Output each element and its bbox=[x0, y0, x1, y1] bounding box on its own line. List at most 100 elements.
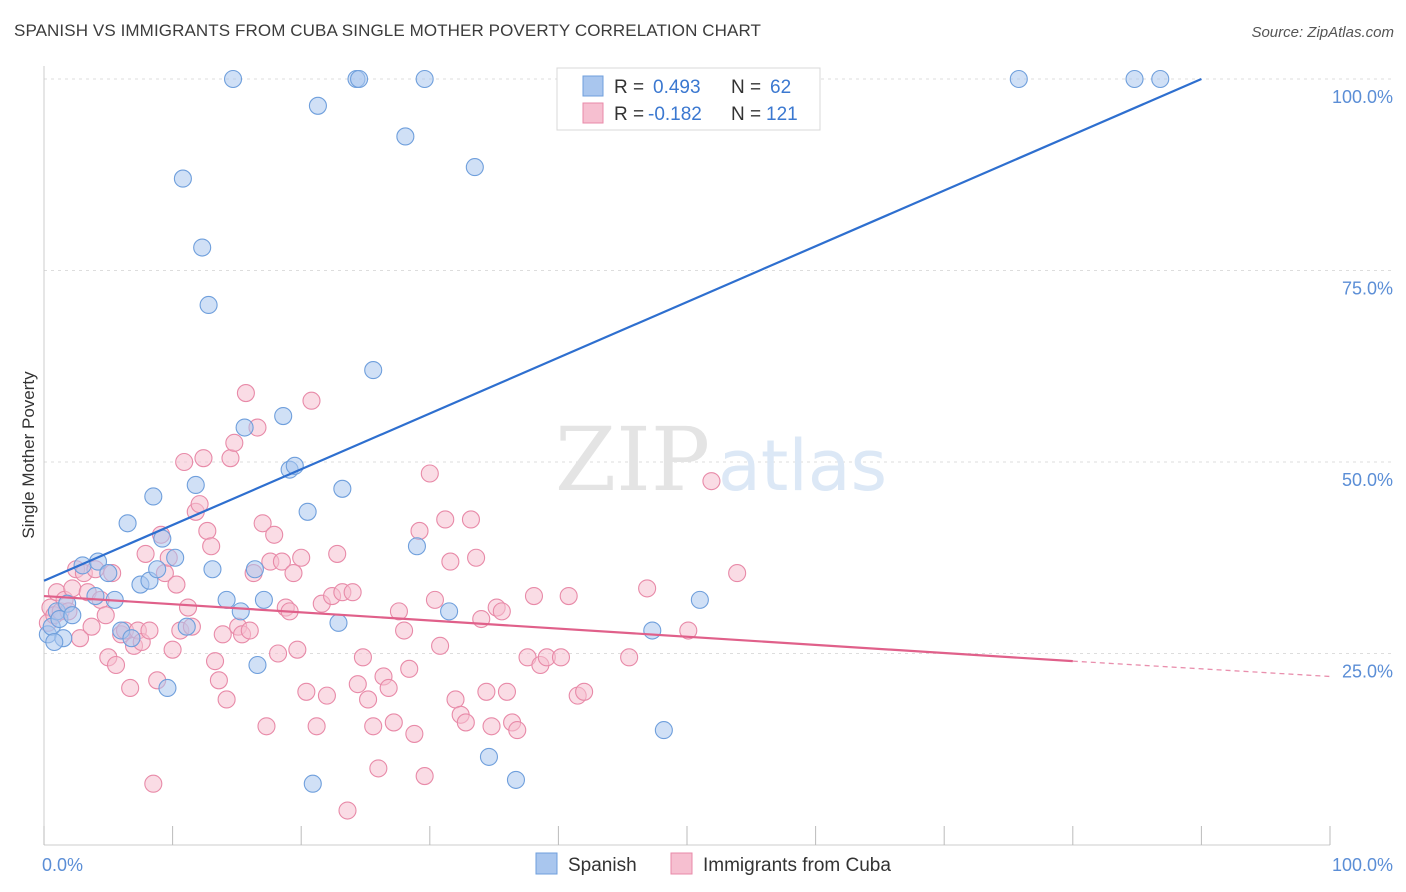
spanish-point bbox=[199, 295, 218, 315]
y-tick-label: 100.0% bbox=[1332, 87, 1393, 107]
cuba-point bbox=[728, 564, 747, 583]
cuba-point bbox=[140, 621, 159, 640]
bottom-legend-cuba: Immigrants from Cuba bbox=[703, 855, 891, 876]
cuba-point bbox=[202, 537, 221, 556]
cuba-point bbox=[307, 717, 326, 736]
cuba-point bbox=[257, 717, 276, 736]
legend-r-value: 0.493 bbox=[653, 77, 701, 98]
spanish-point bbox=[350, 69, 369, 89]
cuba-point bbox=[272, 552, 291, 571]
cuba-point bbox=[106, 655, 126, 675]
legend-swatch-cuba bbox=[582, 102, 604, 124]
cuba-point bbox=[482, 717, 501, 736]
spanish-point bbox=[122, 629, 141, 648]
spanish-point bbox=[690, 590, 709, 609]
spanish-point bbox=[333, 479, 352, 498]
cuba-point bbox=[524, 586, 544, 606]
chart-title: SPANISH VS IMMIGRANTS FROM CUBA SINGLE M… bbox=[14, 21, 762, 40]
cuba-point bbox=[497, 682, 517, 701]
spanish-point bbox=[45, 632, 64, 652]
cuba-point bbox=[163, 640, 182, 659]
cuba-point bbox=[209, 671, 228, 690]
spanish-point bbox=[86, 586, 105, 606]
cuba-point bbox=[205, 652, 225, 671]
cuba-point bbox=[328, 544, 347, 563]
bottom-legend: Spanish Immigrants from Cuba bbox=[535, 852, 891, 876]
spanish-point bbox=[248, 655, 267, 675]
cuba-point bbox=[508, 721, 527, 740]
legend-n-label: N = bbox=[731, 77, 761, 98]
cuba-point bbox=[461, 510, 481, 529]
cuba-point bbox=[217, 690, 236, 709]
cuba-point bbox=[297, 682, 316, 701]
x-tick-label: 0.0% bbox=[42, 855, 83, 875]
spanish-point bbox=[193, 238, 212, 257]
cuba-point bbox=[253, 514, 272, 533]
spanish-point bbox=[245, 560, 264, 579]
legend-r-value: -0.182 bbox=[648, 104, 702, 125]
cuba-point bbox=[221, 449, 240, 468]
legend-n-value: 62 bbox=[770, 77, 791, 98]
cuba-point bbox=[395, 621, 414, 640]
spanish-point bbox=[177, 617, 196, 636]
cuba-point bbox=[431, 636, 450, 655]
axes bbox=[43, 66, 1331, 846]
spanish-point bbox=[303, 774, 322, 793]
cuba-point bbox=[410, 521, 429, 540]
cuba-point bbox=[400, 659, 419, 678]
cuba-point bbox=[415, 767, 434, 786]
trend-lines bbox=[43, 77, 1331, 678]
spanish-point bbox=[223, 69, 243, 89]
legend-swatch-spanish bbox=[582, 75, 604, 97]
cuba-point bbox=[167, 575, 186, 594]
cuba-point bbox=[178, 598, 198, 617]
spanish-point bbox=[173, 169, 192, 188]
cuba-point bbox=[364, 717, 383, 736]
watermark-atlas: atlas bbox=[718, 425, 887, 507]
cuba-point bbox=[63, 579, 82, 598]
spanish-point bbox=[308, 96, 327, 115]
cuba-point bbox=[236, 384, 255, 403]
cuba-point bbox=[405, 724, 424, 743]
cuba-point bbox=[559, 586, 578, 606]
cuba-point bbox=[348, 675, 367, 694]
spanish-point bbox=[396, 127, 415, 146]
legend-r-label: R = bbox=[614, 77, 644, 98]
spanish-point bbox=[118, 514, 137, 533]
cuba-point bbox=[213, 625, 232, 644]
cuba-point bbox=[240, 621, 259, 640]
spanish-point bbox=[407, 537, 426, 556]
watermark: ZIP atlas bbox=[555, 408, 887, 511]
x-tick-label: 100.0% bbox=[1332, 855, 1393, 875]
cuba-point bbox=[446, 690, 465, 709]
spanish-point bbox=[654, 721, 673, 740]
cuba-point bbox=[679, 621, 698, 640]
watermark-zip: ZIP bbox=[555, 408, 710, 511]
legend-n-label: N = bbox=[731, 104, 761, 125]
cuba-point bbox=[302, 391, 321, 410]
spanish-point bbox=[186, 475, 205, 495]
spanish-point bbox=[465, 158, 484, 177]
cuba-point bbox=[389, 602, 408, 621]
cuba-point bbox=[288, 640, 307, 659]
spanish-point bbox=[415, 69, 434, 89]
y-tick-label: 75.0% bbox=[1342, 279, 1393, 299]
cuba-trend-extension bbox=[1072, 660, 1331, 678]
cuba-trend-line bbox=[43, 594, 1073, 663]
cuba-point bbox=[198, 521, 217, 540]
spanish-point bbox=[643, 621, 662, 640]
bottom-legend-swatch-cuba bbox=[670, 852, 693, 875]
cuba-point bbox=[82, 617, 101, 636]
cuba-point bbox=[175, 452, 194, 472]
cuba-point bbox=[292, 548, 311, 567]
spanish-point bbox=[364, 361, 383, 380]
cuba-point bbox=[359, 690, 378, 709]
cuba-point bbox=[477, 682, 496, 701]
legend-r-label: R = bbox=[614, 104, 644, 125]
cuba-point bbox=[456, 713, 475, 732]
cuba-point bbox=[284, 564, 303, 583]
cuba-point bbox=[317, 686, 336, 705]
spanish-point bbox=[506, 770, 526, 789]
cuba-point bbox=[384, 713, 403, 732]
tick-labels: 25.0% 50.0% 75.0% 100.0% 0.0% 100.0% bbox=[42, 87, 1393, 875]
